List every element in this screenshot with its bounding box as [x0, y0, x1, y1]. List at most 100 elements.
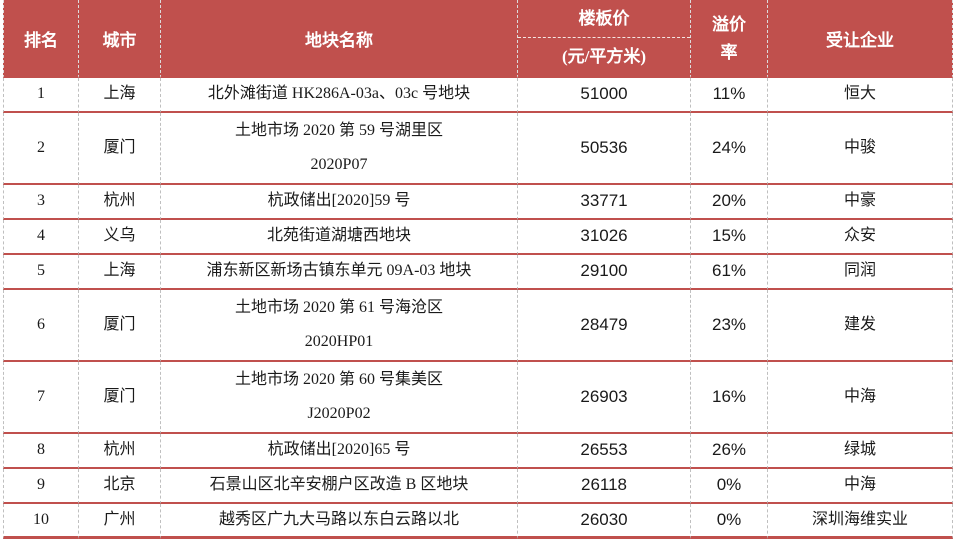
cell-city-text: 厦门: [103, 139, 136, 156]
cell-price-text: 26903: [580, 387, 628, 406]
cell-city-text: 杭州: [103, 441, 136, 459]
header-row: 排名 城市 地块名称 楼板价 (元/平方米) 溢价 率 受让企业: [3, 0, 953, 78]
cell-rank-text: 7: [37, 388, 45, 405]
cell-company-text: 中骏: [843, 139, 876, 156]
cell-company: 中豪: [767, 185, 953, 220]
col-header-company: 受让企业: [767, 0, 953, 78]
cell-city-text: 北京: [103, 476, 136, 494]
cell-rank-text: 8: [37, 441, 45, 459]
cell-price: 33771: [517, 185, 690, 220]
cell-premium-text: 26%: [711, 440, 747, 460]
cell-premium-text: 61%: [711, 261, 747, 281]
table-row: 3 杭州 杭政储出[2020]59 号 33771 20% 中豪: [3, 185, 953, 220]
cell-rank-text: 5: [37, 262, 45, 280]
cell-premium-text: 11%: [712, 84, 746, 104]
cell-city: 义乌: [78, 220, 160, 255]
table-row: 7 厦门 土地市场 2020 第 60 号集美区 J2020P02 26903 16% 中海: [3, 362, 953, 434]
cell-name-text: 越秀区广九大马路以东白云路以北: [218, 510, 459, 528]
cell-price-text: 29100: [580, 261, 628, 281]
cell-price: 51000: [517, 78, 690, 113]
cell-city: 杭州: [78, 434, 160, 469]
cell-price: 26118: [517, 469, 690, 504]
cell-price-text: 26030: [580, 509, 628, 529]
cell-rank-text: 9: [37, 476, 45, 494]
cell-rank: 7: [3, 362, 78, 434]
cell-company: 恒大: [767, 78, 953, 113]
cell-rank: 5: [3, 255, 78, 290]
cell-name: 土地市场 2020 第 61 号海沧区 2020HP01: [160, 290, 517, 362]
premium-header-line1: 溢价: [712, 15, 746, 34]
table-body: 1 上海 北外滩街道 HK286A-03a、03c 号地块 51000 11% 恒大 2 厦门…: [3, 78, 953, 539]
cell-name-text: 土地市场 2020 第 61 号海沧区: [234, 299, 443, 316]
cell-price-text: 26118: [580, 475, 627, 495]
cell-name-text: 2020HP01: [304, 333, 374, 350]
cell-name: 北外滩街道 HK286A-03a、03c 号地块: [160, 78, 517, 113]
cell-premium: 61%: [690, 255, 767, 290]
table-row: 5 上海 浦东新区新场古镇东单元 09A-03 地块 29100 61% 同润: [3, 255, 953, 290]
cell-company: 中海: [767, 469, 953, 504]
col-header-premium: 溢价 率: [690, 0, 767, 78]
cell-company-text: 深圳海维实业: [811, 510, 908, 528]
table-row: 8 杭州 杭政储出[2020]65 号 26553 26% 绿城: [3, 434, 953, 469]
cell-name: 杭政储出[2020]65 号: [160, 434, 517, 469]
cell-city-text: 上海: [103, 262, 136, 280]
cell-company: 深圳海维实业: [767, 504, 953, 539]
cell-company-text: 众安: [843, 227, 876, 245]
price-header-unit: (元/平方米): [561, 47, 647, 66]
cell-rank: 3: [3, 185, 78, 220]
cell-name-text: 杭政储出[2020]65 号: [267, 441, 411, 459]
premium-header-line2: 率: [720, 43, 738, 62]
cell-company-text: 恒大: [843, 85, 876, 103]
cell-name: 杭政储出[2020]59 号: [160, 185, 517, 220]
col-header-city: 城市: [78, 0, 160, 78]
cell-city: 上海: [78, 78, 160, 113]
cell-premium-text: 16%: [711, 387, 747, 406]
cell-city-text: 厦门: [103, 316, 136, 333]
cell-rank: 2: [3, 113, 78, 185]
cell-rank-text: 4: [37, 227, 45, 245]
cell-rank: 6: [3, 290, 78, 362]
cell-price-text: 33771: [580, 191, 628, 211]
table-row: 1 上海 北外滩街道 HK286A-03a、03c 号地块 51000 11% 恒大: [3, 78, 953, 113]
cell-name-text: 北苑街道湖塘西地块: [266, 227, 411, 245]
cell-premium-text: 0%: [716, 509, 742, 529]
cell-rank: 4: [3, 220, 78, 255]
cell-rank: 8: [3, 434, 78, 469]
cell-company: 中海: [767, 362, 953, 434]
cell-premium-text: 0%: [716, 475, 742, 495]
cell-company-text: 建发: [843, 316, 876, 333]
cell-name-text: 土地市场 2020 第 60 号集美区: [234, 371, 443, 388]
cell-rank-text: 1: [37, 85, 45, 103]
cell-rank-text: 3: [37, 192, 45, 210]
cell-premium: 15%: [690, 220, 767, 255]
cell-company: 中骏: [767, 113, 953, 185]
cell-premium-text: 15%: [711, 226, 747, 246]
cell-price: 26030: [517, 504, 690, 539]
cell-rank-text: 10: [33, 510, 49, 528]
cell-city-text: 上海: [103, 85, 136, 103]
table-row: 2 厦门 土地市场 2020 第 59 号湖里区 2020P07 50536 24% 中骏: [3, 113, 953, 185]
cell-city: 广州: [78, 504, 160, 539]
cell-rank: 9: [3, 469, 78, 504]
cell-name-text: 土地市场 2020 第 59 号湖里区: [234, 122, 443, 139]
cell-premium: 16%: [690, 362, 767, 434]
cell-premium: 0%: [690, 469, 767, 504]
cell-city: 北京: [78, 469, 160, 504]
cell-city: 厦门: [78, 113, 160, 185]
cell-price: 50536: [517, 113, 690, 185]
cell-rank-text: 2: [37, 139, 45, 156]
table-row: 6 厦门 土地市场 2020 第 61 号海沧区 2020HP01 28479 23% 建发: [3, 290, 953, 362]
cell-name-text: 杭政储出[2020]59 号: [267, 192, 411, 210]
cell-company-text: 中海: [843, 388, 876, 405]
col-header-price: 楼板价 (元/平方米): [517, 0, 690, 78]
cell-company-text: 中海: [843, 476, 876, 494]
land-price-table: 排名 城市 地块名称 楼板价 (元/平方米) 溢价 率 受让企业 1 上海 北外滩街…: [3, 0, 953, 539]
cell-rank: 1: [3, 78, 78, 113]
cell-price-text: 26553: [580, 440, 628, 460]
cell-name-text: 北外滩街道 HK286A-03a、03c 号地块: [207, 85, 471, 103]
cell-company-text: 中豪: [843, 192, 876, 210]
cell-rank: 10: [3, 504, 78, 539]
cell-premium: 24%: [690, 113, 767, 185]
cell-city: 杭州: [78, 185, 160, 220]
